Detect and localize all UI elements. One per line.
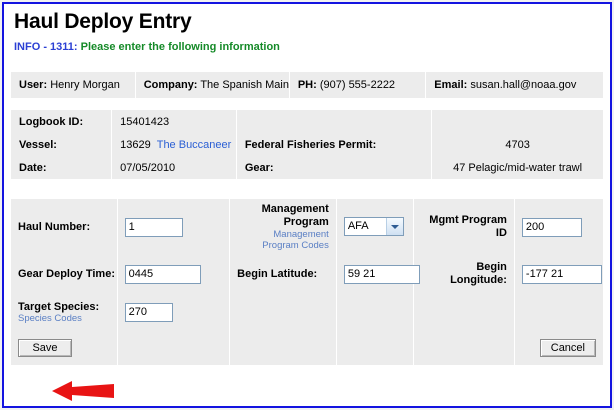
application-body: Haul Deploy Entry INFO - 1311: Please en… [4,10,610,406]
date-label: Date: [11,156,112,179]
trip-details-table: Logbook ID: 15401423 Vessel: 13629 The Bu… [10,110,604,179]
table-row: Haul Number: Management Program Manageme… [11,199,603,255]
target-species-label-cell: Target Species: Species Codes [11,293,117,331]
begin-latitude-input[interactable] [343,264,420,284]
company-label: Company: [143,79,198,91]
user-info-bar: User: Henry Morgan Company: The Spanish … [10,72,604,98]
user-info-table: User: Henry Morgan Company: The Spanish … [10,72,604,98]
haul-number-input[interactable] [124,217,183,237]
email-cell: Email: susan.hall@noaa.gov [426,72,603,98]
gear-label: Gear: [236,156,432,179]
gear-value: 47 Pelagic/mid-water trawl [432,156,603,179]
target-species-label: Target Species: [18,300,100,313]
spacer-cell [336,331,414,365]
logbook-id-value: 15401423 [112,110,236,133]
spacer-cell [414,293,514,331]
haul-number-label: Haul Number: [11,199,117,255]
info-code: INFO - 1311: [14,41,78,53]
phone-cell: PH: (907) 555-2222 [289,72,426,98]
species-codes-link[interactable]: Species Codes [18,312,82,324]
begin-longitude-input[interactable] [521,264,602,284]
table-row: Target Species: Species Codes [11,293,603,331]
company-cell: Company: The Spanish Main [135,72,289,98]
vessel-name: The Buccaneer [156,138,232,151]
management-program-select-cell: AFA [336,199,414,255]
begin-longitude-cell [514,255,603,293]
haul-entry-table: Haul Number: Management Program Manageme… [10,199,604,365]
email-value: susan.hall@noaa.gov [470,79,577,91]
target-species-input[interactable] [124,302,173,322]
chevron-down-icon[interactable] [385,217,403,235]
trip-details-section: Logbook ID: 15401423 Vessel: 13629 The Bu… [10,110,604,179]
table-row: Vessel: 13629 The Buccaneer Federal Fishe… [11,133,603,156]
mgmt-program-id-cell [514,199,603,255]
begin-latitude-cell [336,255,420,293]
permit-label: Federal Fisheries Permit: [236,133,432,156]
management-program-select[interactable]: AFA [343,216,404,236]
user-cell: User: Henry Morgan [11,72,135,98]
info-message: INFO - 1311: Please enter the following … [14,41,604,54]
vessel-value: 13629 The Buccaneer [112,133,236,156]
spacer-cell [230,331,336,365]
user-label: User: [19,79,48,91]
phone-value: (907) 555-2222 [319,79,396,91]
gear-deploy-time-label: Gear Deploy Time: [11,255,117,293]
gear-deploy-time-cell [117,255,230,293]
mgmt-program-id-label: Mgmt Program ID [414,199,514,255]
management-program-label: Management Program [261,203,329,228]
form-footer-row: Save Cancel [11,331,603,365]
email-label: Email: [434,79,468,91]
target-species-cell [117,293,230,331]
user-value: Henry Morgan [50,79,120,91]
management-program-selected-value: AFA [347,219,369,232]
save-button[interactable]: Save [18,339,72,357]
spacer-cell [514,293,603,331]
table-row: Gear Deploy Time: Begin Latitude: Begin … [11,255,603,293]
begin-latitude-label: Begin Latitude: [230,255,336,293]
save-cell: Save [11,331,117,365]
spacer-cell [236,110,432,133]
spacer-cell [230,293,336,331]
spacer-cell [117,331,230,365]
vessel-id: 13629 [120,138,151,151]
page-title: Haul Deploy Entry [14,10,192,33]
gear-deploy-time-input[interactable] [124,264,201,284]
table-row: Logbook ID: 15401423 [11,110,603,133]
table-row: Date: 07/05/2010 Gear: 47 Pelagic/mid-wa… [11,156,603,179]
management-program-label-cell: Management Program Management Program Co… [230,199,336,255]
spacer-cell [432,110,603,133]
permit-value: 4703 [432,133,603,156]
logbook-id-label: Logbook ID: [11,110,112,133]
management-program-codes-link[interactable]: Management Program Codes [262,229,329,251]
table-row: User: Henry Morgan Company: The Spanish … [11,72,603,98]
info-text: Please enter the following information [80,41,280,53]
company-value: The Spanish Main [200,79,289,91]
begin-longitude-label: Begin Longitude: [414,255,514,293]
cancel-button[interactable]: Cancel [539,339,596,357]
haul-entry-form: Haul Number: Management Program Manageme… [10,199,604,365]
spacer-cell [336,293,414,331]
haul-number-cell [117,199,230,255]
vessel-label: Vessel: [11,133,112,156]
phone-label: PH: [297,79,317,91]
cancel-cell: Cancel [514,331,603,365]
mgmt-program-id-input[interactable] [521,217,582,237]
date-value: 07/05/2010 [112,156,236,179]
spacer-cell [414,331,514,365]
